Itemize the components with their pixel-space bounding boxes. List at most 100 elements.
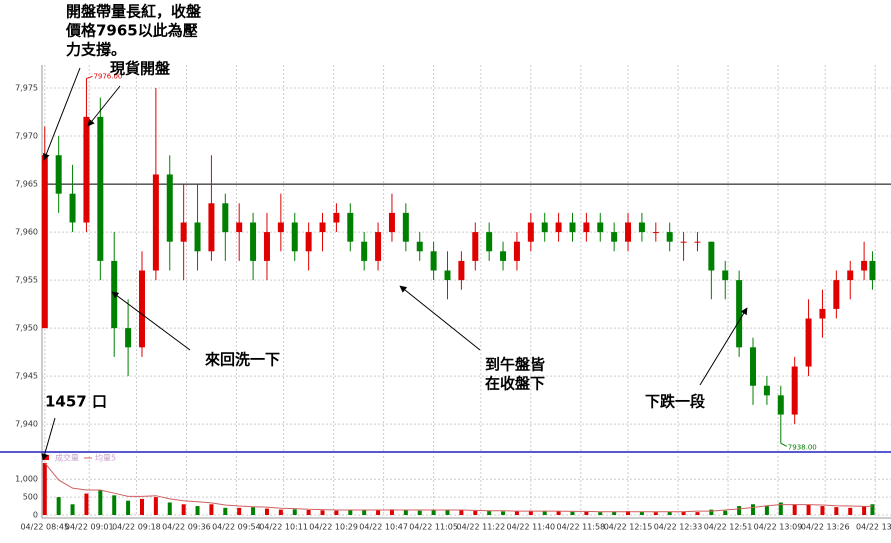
candle-body [666,232,673,242]
candle-body [208,203,215,252]
volume-bar [153,497,158,515]
candle-body [250,222,257,261]
volume-bar [570,511,575,515]
volume-bar [98,489,103,515]
volume-bar [792,504,797,515]
candle-body [625,222,632,242]
candle-body [375,232,382,261]
candle-body [541,222,548,233]
high-label: 7976.00 [93,72,122,80]
candle-body [152,174,159,271]
volume-bar [195,506,200,515]
candle-body [833,280,840,309]
annotation-text: 1457 口 [45,393,107,411]
volume-tick-label: 1,000 [15,475,38,484]
volume-bar [264,508,269,515]
volume-bar [806,504,811,515]
volume-bar [459,510,464,515]
candle-body [708,241,715,271]
low-marker [780,442,788,447]
volume-bar [862,506,867,515]
volume-ma-line [44,462,873,513]
legend-swatch [44,455,49,460]
volume-bar [667,511,672,515]
candle-body [722,270,729,281]
annotation-arrow [41,417,56,461]
volume-bar [320,510,325,515]
candle-body [347,212,354,242]
candle-body [847,270,854,281]
volume-bar [598,512,603,515]
legend-label: 均量5 [95,453,116,463]
candle-body [569,222,576,233]
volume-bar [848,507,853,515]
candle-body [125,328,132,348]
volume-bar [126,500,131,515]
y-tick-label: 7,950 [15,324,38,333]
candle-body [861,260,868,271]
annotation-arrow [111,291,191,351]
candle-body [222,203,229,233]
volume-bar [751,504,756,515]
volume-bar [514,511,519,515]
annotation-text: 下跌一段 [645,393,705,411]
candle-body [69,193,76,223]
y-tick-label: 7,965 [15,180,38,189]
candle-body [680,241,687,243]
volume-bar [42,462,47,515]
x-tick-label: 04/22 11:05 [409,523,458,532]
x-tick-label: 04/22 11:58 [556,523,605,532]
volume-bar [292,509,297,515]
volume-bar [376,509,381,515]
annotation-arrow [399,285,481,351]
volume-bar [389,509,394,515]
candle-body [736,280,743,348]
candle-body [111,260,118,329]
x-tick-label: 04/22 09:54 [212,523,261,532]
candle-body [555,222,562,233]
volume-bar [820,506,825,515]
volume-bar [709,509,714,515]
candle-body [166,174,173,242]
x-tick-label: 04/22 13:26 [801,523,850,532]
x-tick-label: 04/22 10:29 [309,523,358,532]
y-tick-label: 7,975 [15,84,38,93]
volume-bar [639,511,644,515]
x-tick-label: 04/22 09:01 [65,523,114,532]
volume-bar [417,510,422,515]
candle-body [291,222,298,252]
annotation-text: 力支撐。 [66,41,126,59]
volume-bar [870,504,875,515]
candle-body [500,251,507,261]
volume-tick-label: 0 [33,511,38,520]
candle-body [180,222,187,242]
annotation-arrow [43,67,81,161]
candle-body [869,260,876,281]
candle-body [472,232,479,261]
candle-body [333,212,340,223]
volume-bar [84,493,89,515]
candle-body [361,241,368,261]
volume-bar [723,510,728,515]
volume-tick-label: 500 [23,493,38,502]
volume-bar [445,509,450,515]
candle-body [138,270,145,348]
x-tick-label: 04/22 11:40 [506,523,555,532]
annotation-text: 價格7965以此為壓 [65,22,198,40]
x-tick-label: 04/22 12:33 [654,523,703,532]
x-tick-label: 04/22 10:11 [259,523,308,532]
volume-bar [181,504,186,515]
candle-body [791,366,798,415]
y-tick-label: 7,970 [15,132,38,141]
candle-body [694,241,701,243]
volume-bar [764,506,769,515]
candle-body [597,222,604,233]
volume-bar [473,510,478,515]
volume-bar [487,511,492,515]
annotation-text: 現貨開盤 [110,60,171,78]
candle-body [416,241,423,252]
candle-body [750,347,757,386]
volume-bar [237,507,242,515]
candle-body [777,395,784,415]
y-tick-label: 7,960 [15,228,38,237]
